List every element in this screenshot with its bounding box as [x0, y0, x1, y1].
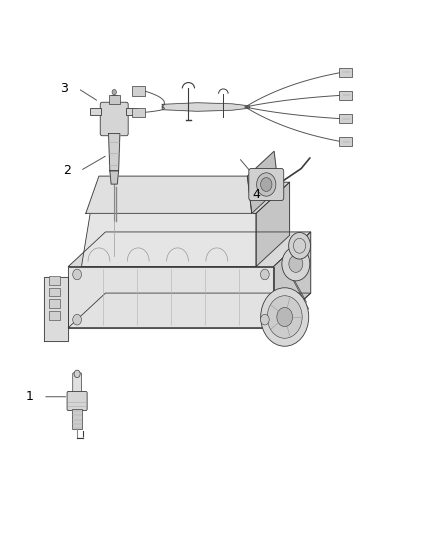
Polygon shape [68, 293, 311, 328]
Bar [339, 91, 352, 100]
Circle shape [267, 296, 302, 338]
Polygon shape [44, 277, 68, 341]
Polygon shape [109, 134, 120, 171]
Bar [339, 114, 352, 124]
Circle shape [261, 288, 309, 346]
Polygon shape [68, 266, 274, 328]
FancyBboxPatch shape [249, 168, 284, 200]
Polygon shape [256, 182, 290, 266]
Text: 4: 4 [253, 188, 261, 201]
Circle shape [261, 314, 269, 325]
Polygon shape [81, 213, 256, 266]
Circle shape [261, 177, 272, 191]
Polygon shape [162, 103, 250, 111]
Bar [132, 108, 145, 117]
Text: 2: 2 [63, 164, 71, 177]
FancyBboxPatch shape [73, 373, 81, 396]
Bar [109, 95, 120, 104]
Circle shape [261, 269, 269, 280]
Bar [72, 409, 82, 429]
Bar [90, 108, 101, 115]
Polygon shape [68, 232, 311, 266]
Bar [127, 108, 138, 115]
Circle shape [257, 173, 276, 196]
Bar [49, 300, 60, 308]
FancyBboxPatch shape [67, 391, 87, 410]
Bar [49, 311, 60, 320]
Circle shape [277, 308, 293, 327]
Bar [339, 137, 352, 147]
Bar [49, 276, 60, 285]
Polygon shape [247, 151, 279, 213]
Circle shape [74, 370, 80, 377]
Bar [49, 288, 60, 296]
Circle shape [73, 269, 81, 280]
Circle shape [73, 314, 81, 325]
Text: 1: 1 [25, 390, 33, 403]
Bar [339, 68, 352, 77]
Circle shape [289, 255, 303, 272]
Text: 3: 3 [60, 82, 68, 95]
Bar [132, 86, 145, 96]
Polygon shape [86, 176, 252, 213]
Circle shape [289, 232, 311, 259]
FancyBboxPatch shape [100, 102, 128, 136]
Polygon shape [274, 232, 311, 328]
Circle shape [112, 90, 117, 95]
Polygon shape [90, 182, 290, 213]
Polygon shape [110, 171, 119, 184]
Circle shape [282, 247, 310, 281]
